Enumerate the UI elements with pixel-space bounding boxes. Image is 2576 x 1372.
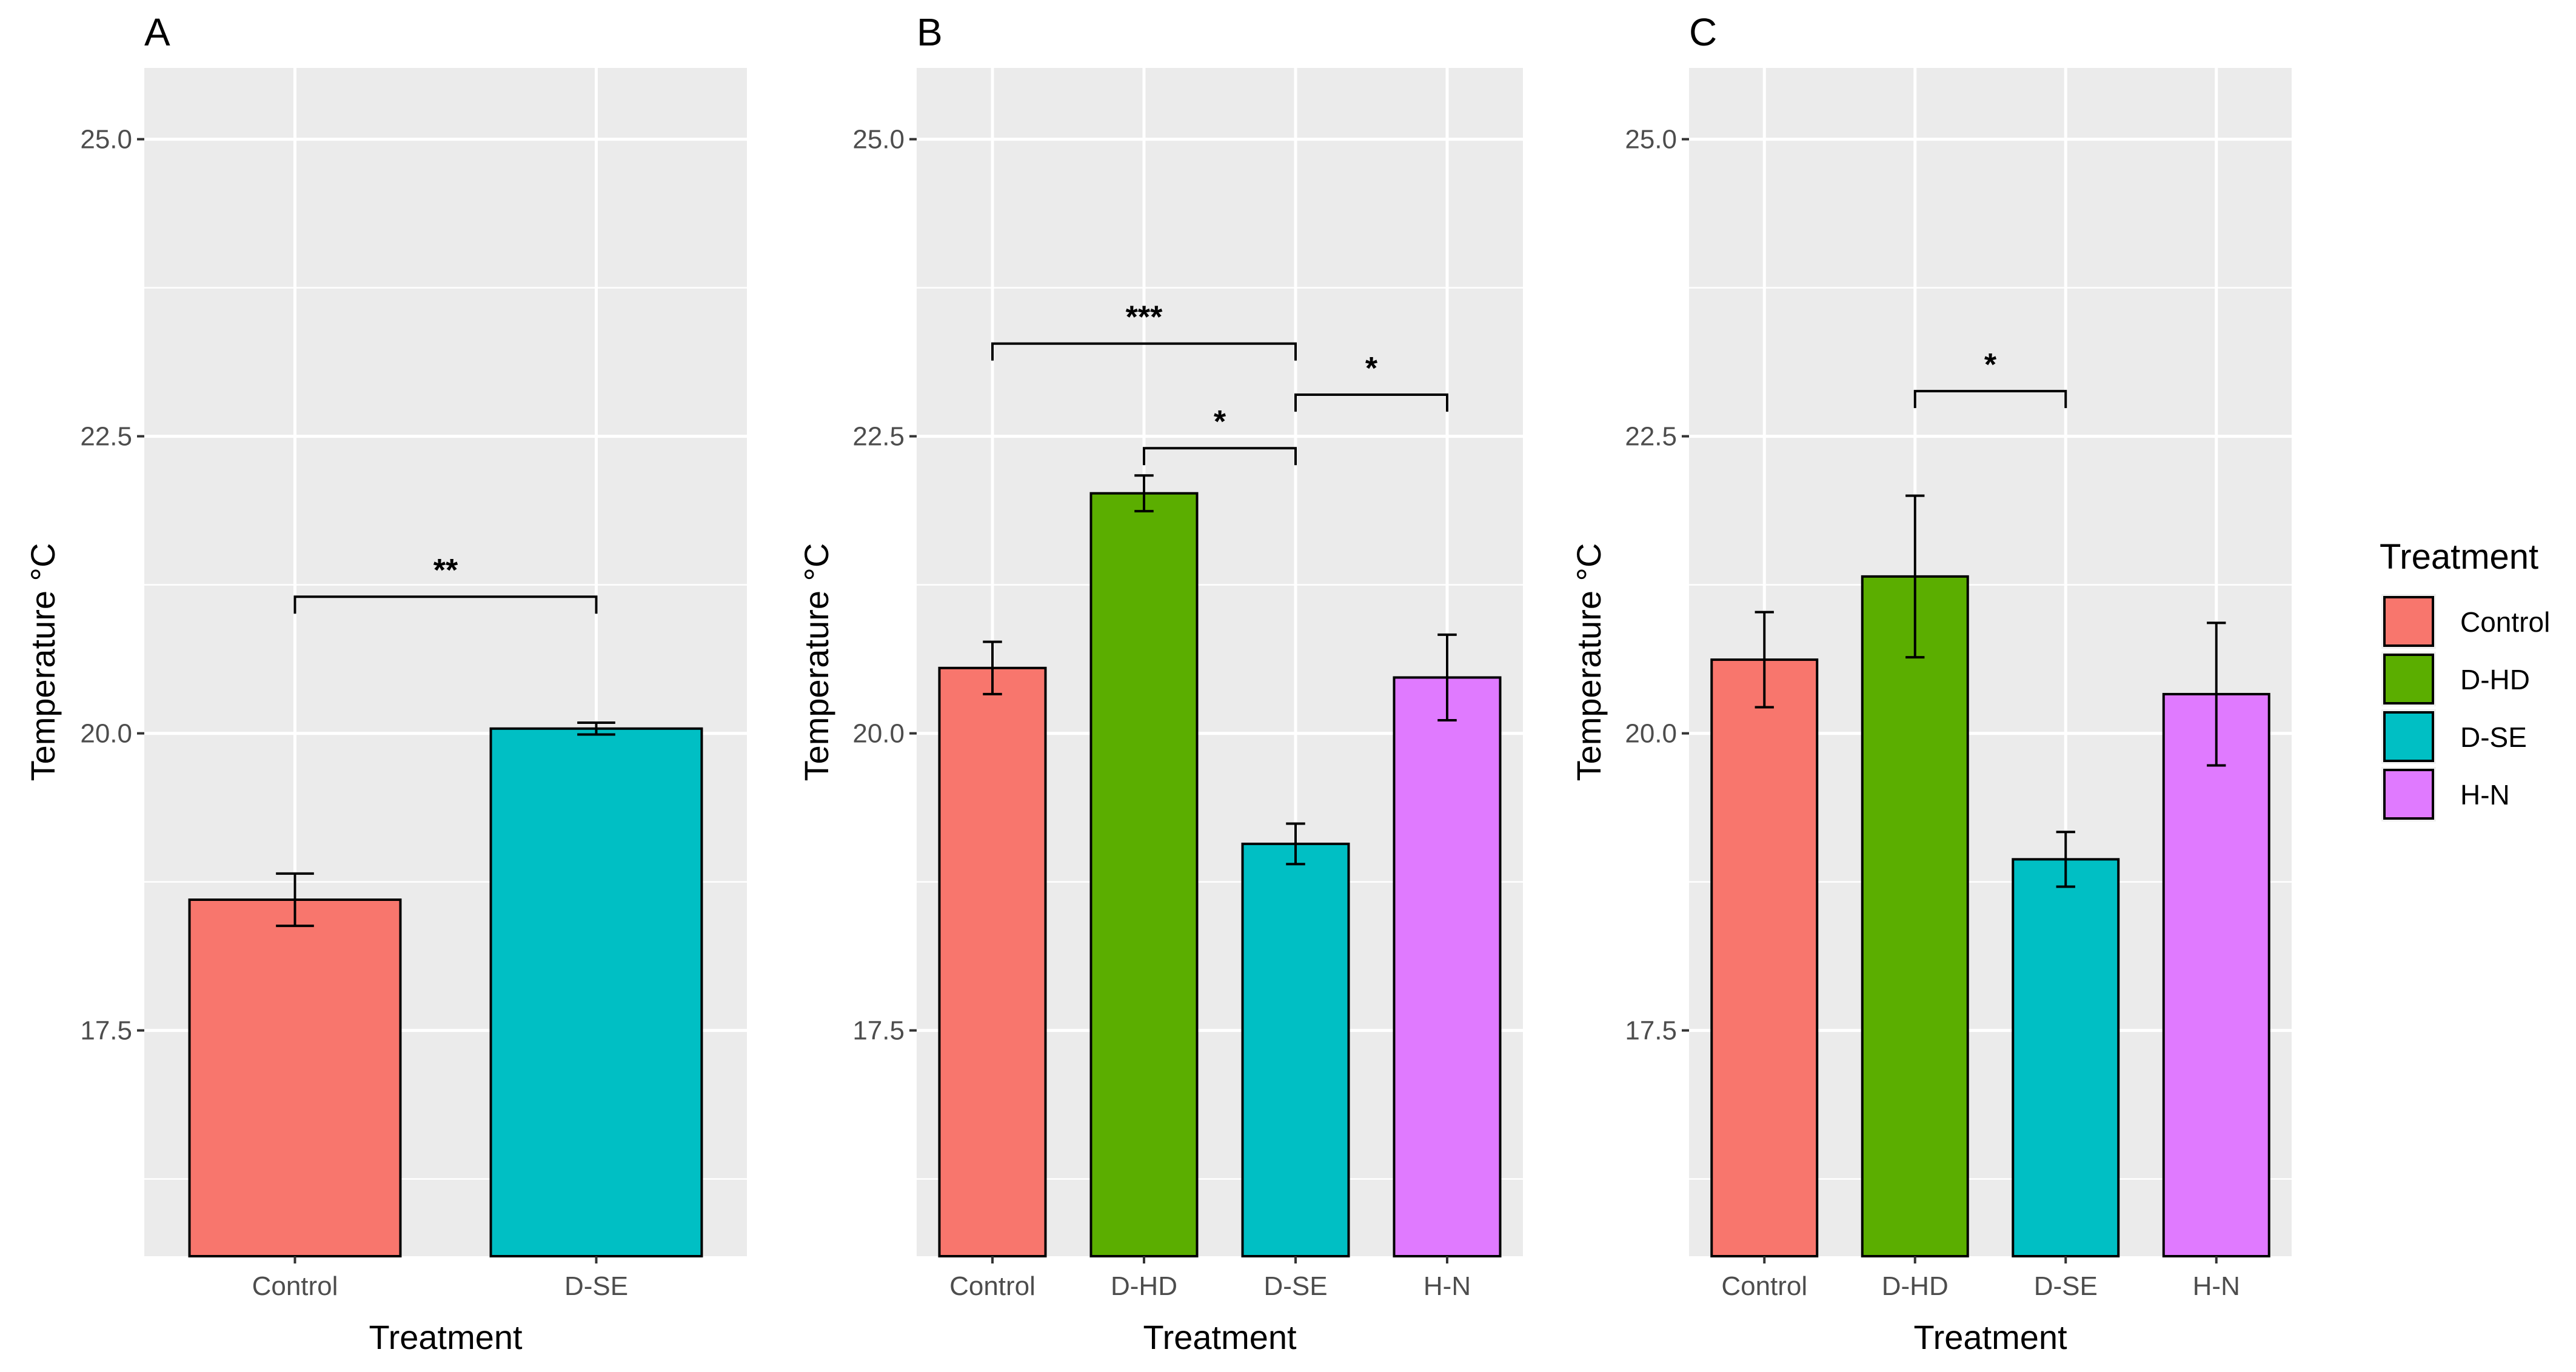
error-bar-D-HD bbox=[1134, 474, 1154, 513]
legend-key-H-N bbox=[2383, 769, 2434, 820]
bar-D-SE bbox=[1241, 842, 1350, 1257]
bar-D-HD bbox=[1089, 492, 1199, 1257]
y-tick-label: 20.0 bbox=[852, 719, 905, 749]
x-tick-label: D-SE bbox=[564, 1271, 628, 1301]
significance-bracket bbox=[1294, 393, 1448, 412]
significance-bracket bbox=[991, 342, 1297, 361]
error-bar-Control bbox=[1755, 611, 1774, 709]
error-bar-D-HD bbox=[1905, 494, 1925, 659]
y-axis-title: Temperature °C bbox=[797, 543, 835, 781]
legend-label: Control bbox=[2460, 606, 2550, 638]
significance-label: ** bbox=[433, 553, 458, 588]
legend-key-Control bbox=[2383, 596, 2434, 647]
y-tick-label: 17.5 bbox=[1625, 1016, 1677, 1046]
bar-H-N bbox=[1393, 676, 1502, 1257]
significance-label: * bbox=[1984, 347, 1997, 383]
x-tick-label: H-N bbox=[2193, 1271, 2240, 1301]
panel-tag: C bbox=[1689, 10, 1717, 54]
y-tick-label: 17.5 bbox=[80, 1016, 132, 1046]
y-tick-label: 25.0 bbox=[1625, 125, 1677, 155]
x-axis-title: Treatment bbox=[1143, 1318, 1297, 1356]
panel-tag: A bbox=[144, 10, 170, 54]
legend-title: Treatment bbox=[2380, 537, 2538, 577]
bar-Control bbox=[938, 666, 1047, 1258]
y-tick-label: 25.0 bbox=[852, 125, 905, 155]
significance-label: *** bbox=[1126, 300, 1163, 335]
x-tick-label: Control bbox=[949, 1271, 1035, 1301]
bar-Control bbox=[1710, 658, 1819, 1257]
x-tick-label: D-HD bbox=[1882, 1271, 1949, 1301]
legend: Treatment Control D-HD D-SE H-N bbox=[2380, 537, 2550, 822]
bar-D-SE bbox=[2012, 858, 2120, 1257]
bar-D-HD bbox=[1861, 575, 1969, 1257]
legend-label: D-HD bbox=[2460, 664, 2530, 695]
x-tick-label: Control bbox=[252, 1271, 338, 1301]
error-bar-Control bbox=[983, 640, 1002, 695]
x-tick-label: Control bbox=[1721, 1271, 1807, 1301]
x-tick-label: H-N bbox=[1423, 1271, 1471, 1301]
y-axis-title: Temperature °C bbox=[1570, 543, 1608, 781]
significance-bracket bbox=[293, 595, 598, 614]
x-axis-title: Treatment bbox=[1913, 1318, 2067, 1356]
error-bar-Control bbox=[276, 872, 314, 928]
y-tick-label: 17.5 bbox=[852, 1016, 905, 1046]
panel-A: 17.5 20.0 22.5 25.0 Control D-SE ** Treatment Te… bbox=[24, 10, 747, 1356]
y-axis-title: Temperature °C bbox=[24, 543, 62, 781]
panel-C: 17.5 20.0 22.5 25.0 Control D-HD D-SE H-N * Treat… bbox=[1570, 10, 2292, 1356]
y-tick-label: 20.0 bbox=[80, 719, 132, 749]
bar-H-N bbox=[2162, 692, 2270, 1258]
significance-label: * bbox=[1365, 351, 1378, 386]
panel-tag: B bbox=[917, 10, 943, 54]
y-tick-label: 25.0 bbox=[80, 125, 132, 155]
x-tick-label: D-SE bbox=[2034, 1271, 2098, 1301]
legend-label: D-SE bbox=[2460, 721, 2527, 753]
error-bar-H-N bbox=[1437, 633, 1457, 722]
x-axis-title: Treatment bbox=[369, 1318, 523, 1356]
error-bar-D-SE bbox=[577, 721, 615, 736]
significance-bracket bbox=[1143, 447, 1297, 466]
legend-key-D-HD bbox=[2383, 654, 2434, 704]
significance-bracket bbox=[1913, 390, 2067, 409]
legend-key-D-SE bbox=[2383, 711, 2434, 762]
y-tick-label: 22.5 bbox=[852, 422, 905, 452]
y-tick-label: 22.5 bbox=[1625, 422, 1677, 452]
error-bar-D-SE bbox=[2056, 831, 2075, 888]
error-bar-D-SE bbox=[1286, 822, 1305, 866]
x-tick-label: D-SE bbox=[1263, 1271, 1327, 1301]
y-tick-label: 22.5 bbox=[80, 422, 132, 452]
legend-label: H-N bbox=[2460, 779, 2510, 811]
error-bar-H-N bbox=[2207, 621, 2226, 767]
bar-D-SE bbox=[489, 727, 703, 1257]
x-tick-label: D-HD bbox=[1111, 1271, 1177, 1301]
bar-Control bbox=[188, 898, 402, 1257]
y-tick-label: 20.0 bbox=[1625, 719, 1677, 749]
significance-label: * bbox=[1214, 404, 1226, 440]
